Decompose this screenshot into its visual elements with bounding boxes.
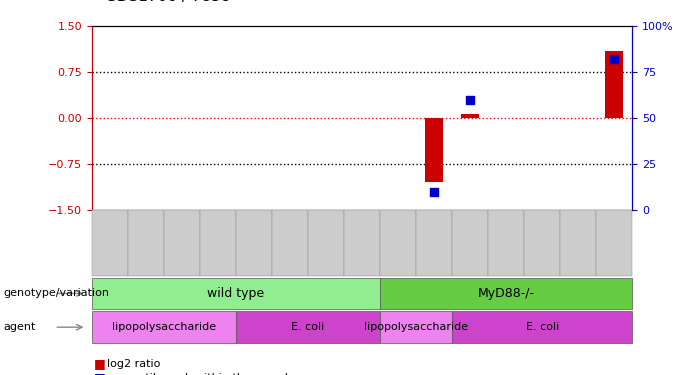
Point: [609, 56, 619, 62]
Text: E. coli: E. coli: [292, 322, 324, 332]
Text: log2 ratio: log2 ratio: [107, 359, 160, 369]
Text: wild type: wild type: [207, 287, 265, 300]
Point: [464, 97, 475, 103]
Bar: [425, 118, 443, 183]
Text: lipopolysaccharide: lipopolysaccharide: [112, 322, 216, 332]
Text: percentile rank within the sample: percentile rank within the sample: [107, 373, 294, 375]
Point: [428, 189, 439, 195]
Text: MyD88-/-: MyD88-/-: [478, 287, 534, 300]
Text: ■: ■: [94, 357, 105, 370]
Text: ■: ■: [94, 371, 105, 375]
Text: E. coli: E. coli: [526, 322, 559, 332]
Text: GDS1706 / 7838: GDS1706 / 7838: [105, 0, 231, 4]
Bar: [461, 114, 479, 118]
Bar: [605, 51, 624, 118]
Text: lipopolysaccharide: lipopolysaccharide: [364, 322, 469, 332]
Text: agent: agent: [3, 322, 36, 332]
Text: genotype/variation: genotype/variation: [3, 288, 109, 298]
